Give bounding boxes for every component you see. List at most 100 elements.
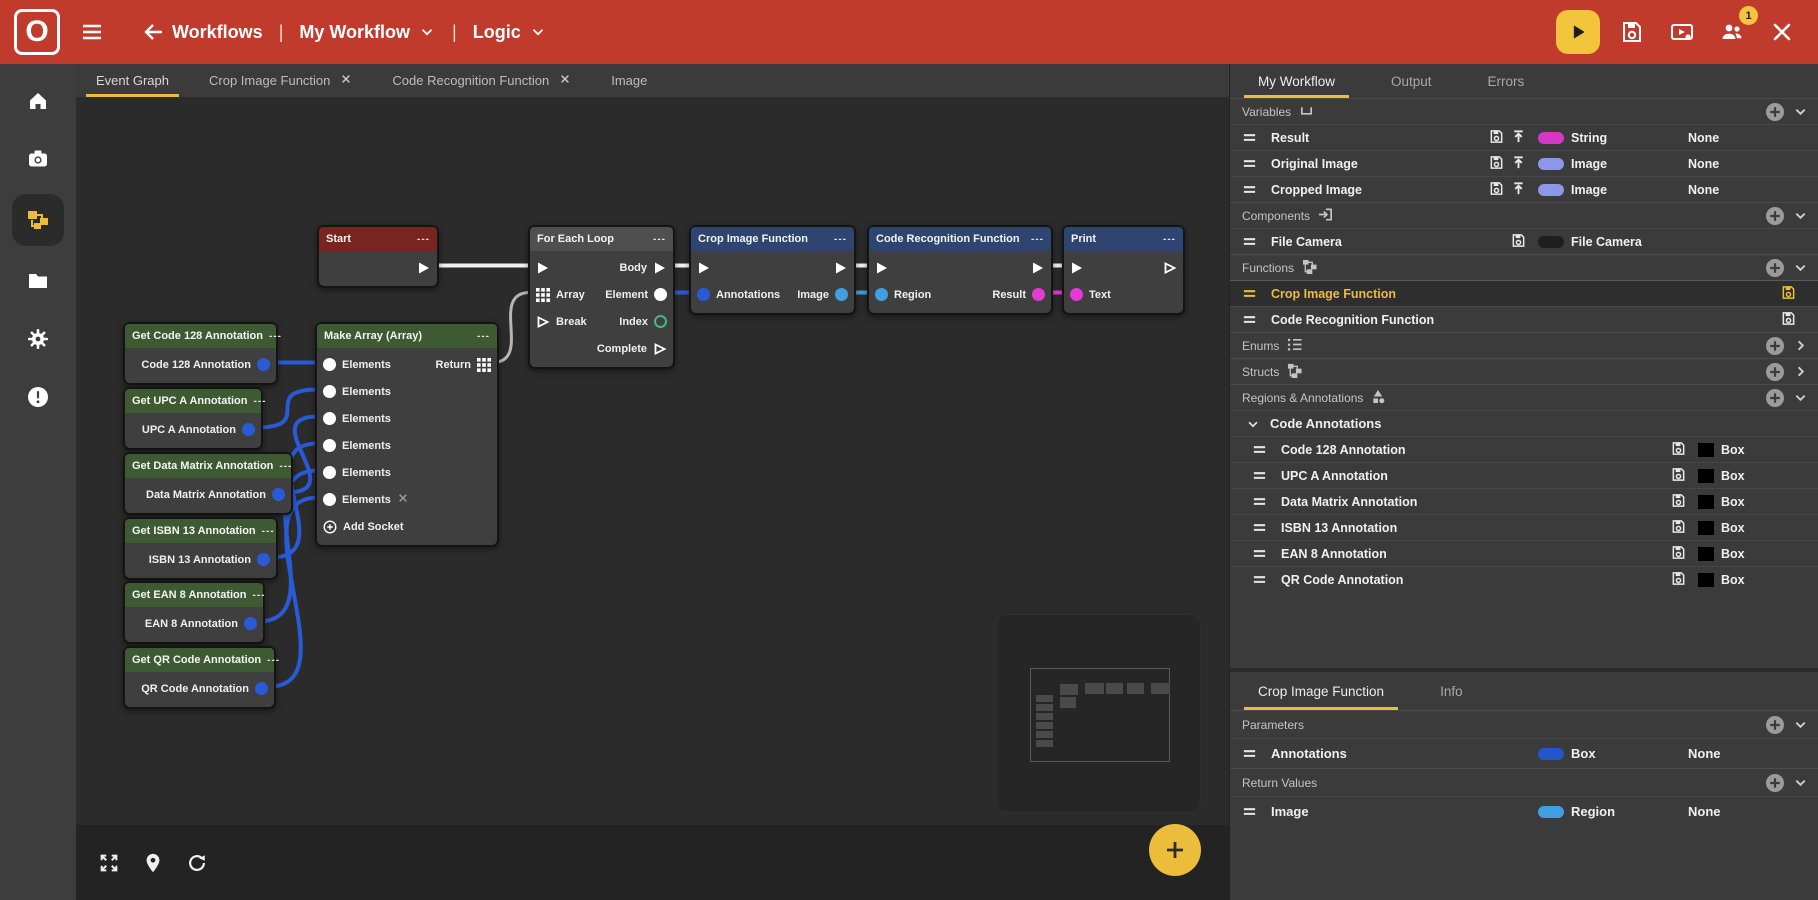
save-binding-icon[interactable] [1671, 493, 1686, 511]
group-row-code-annotations[interactable]: Code Annotations [1230, 410, 1818, 436]
collapse-toggle[interactable] [1793, 104, 1808, 119]
port-upc-a-annotation[interactable] [242, 423, 255, 436]
port-body[interactable] [653, 261, 667, 275]
node-menu-button[interactable]: --- [279, 460, 293, 472]
tree-row-cropped-image[interactable]: Cropped Image Image None [1230, 176, 1818, 202]
detail-row-image[interactable]: Image Region None [1230, 796, 1818, 826]
save-binding-icon[interactable] [1511, 233, 1526, 251]
port-return[interactable] [477, 357, 491, 372]
node-for-each-loop[interactable]: For Each Loop --- Body Array Element Break Ind… [528, 225, 675, 369]
drag-handle[interactable] [1252, 442, 1267, 457]
node-get-data-matrix-annotation[interactable]: Get Data Matrix Annotation --- Data Matrix… [123, 452, 293, 515]
port-code-128-annotation[interactable] [257, 358, 270, 371]
color-swatch[interactable] [1698, 442, 1714, 457]
sidebar-item-settings[interactable] [12, 316, 64, 362]
value-field[interactable]: None [1688, 156, 1720, 171]
drag-handle[interactable] [1252, 546, 1267, 561]
add-button[interactable] [1765, 336, 1785, 356]
node-menu-button[interactable]: --- [834, 233, 847, 245]
drag-handle[interactable] [1252, 468, 1267, 483]
save-workflow-button[interactable] [1614, 14, 1650, 50]
port-out-exec[interactable] [834, 261, 848, 275]
collapse-toggle[interactable] [1793, 390, 1808, 405]
tab-close-icon[interactable] [559, 73, 571, 88]
add-button[interactable] [1765, 362, 1785, 382]
port-elements[interactable] [323, 466, 336, 479]
drag-handle[interactable] [1242, 804, 1257, 819]
back-button[interactable] [136, 14, 172, 50]
port-out-exec[interactable] [417, 261, 431, 275]
port-ean-8-annotation[interactable] [244, 617, 257, 630]
save-binding-icon[interactable] [1671, 519, 1686, 537]
canvas-tab-event-graph[interactable]: Event Graph [76, 64, 189, 97]
minimap[interactable] [997, 615, 1200, 812]
node-menu-button[interactable]: --- [1031, 233, 1044, 245]
collapse-toggle[interactable] [1793, 775, 1808, 790]
tree-row-data-matrix-annotation[interactable]: Data Matrix Annotation Box [1230, 488, 1818, 514]
tree-row-upc-a-annotation[interactable]: UPC A Annotation Box [1230, 462, 1818, 488]
node-menu-button[interactable]: --- [269, 330, 282, 342]
port-image[interactable] [835, 288, 848, 301]
color-swatch[interactable] [1698, 468, 1714, 483]
value-field[interactable]: None [1688, 130, 1720, 145]
users-button[interactable] [1714, 14, 1750, 50]
port-elements[interactable] [323, 358, 336, 371]
sidebar-item-home[interactable] [12, 78, 64, 124]
tab-close-icon[interactable] [340, 73, 352, 88]
port-complete[interactable] [653, 342, 667, 356]
save-binding-icon[interactable] [1489, 129, 1504, 147]
add-button[interactable] [1765, 258, 1785, 278]
tree-row-result[interactable]: Result String None [1230, 124, 1818, 150]
detail-tab-crop-image-function[interactable]: Crop Image Function [1244, 672, 1399, 710]
node-start[interactable]: Start --- [317, 225, 439, 288]
port-array[interactable] [536, 287, 550, 302]
port-region[interactable] [875, 288, 888, 301]
add-node-button[interactable] [1149, 824, 1201, 876]
port-data-matrix-annotation[interactable] [272, 488, 285, 501]
save-binding-icon[interactable] [1671, 545, 1686, 563]
node-menu-button[interactable]: --- [267, 654, 281, 666]
save-binding-icon[interactable] [1671, 441, 1686, 459]
save-binding-icon[interactable] [1781, 285, 1796, 303]
tree-row-code-recognition-function[interactable]: Code Recognition Function [1230, 306, 1818, 332]
add-button[interactable] [1765, 102, 1785, 122]
port-qr-code-annotation[interactable] [255, 682, 268, 695]
node-get-code-128-annotation[interactable]: Get Code 128 Annotation --- Code 128 Annot… [123, 322, 281, 385]
save-binding-icon[interactable] [1781, 311, 1796, 329]
port-out-exec[interactable] [1163, 261, 1177, 275]
minimap-viewport[interactable] [1030, 668, 1170, 762]
drag-handle[interactable] [1242, 182, 1257, 197]
close-app-button[interactable] [1764, 14, 1800, 50]
detail-row-annotations[interactable]: Annotations Box None [1230, 738, 1818, 768]
node-get-ean-8-annotation[interactable]: Get EAN 8 Annotation --- EAN 8 Annotation [123, 581, 265, 644]
color-swatch[interactable] [1698, 494, 1714, 509]
drag-handle[interactable] [1242, 156, 1257, 171]
remove-socket-icon[interactable] [397, 492, 409, 507]
node-get-upc-a-annotation[interactable]: Get UPC A Annotation --- UPC A Annotation [123, 387, 266, 450]
color-swatch[interactable] [1698, 572, 1714, 587]
port-in-exec[interactable] [875, 261, 889, 275]
panel-tab-my-workflow[interactable]: My Workflow [1244, 64, 1350, 98]
drag-handle[interactable] [1242, 130, 1257, 145]
canvas-tab-crop-image-function[interactable]: Crop Image Function [189, 64, 372, 97]
node-menu-button[interactable]: --- [477, 330, 490, 342]
port-out-exec[interactable] [1031, 261, 1045, 275]
breadcrumb-workflows[interactable]: Workflows [172, 21, 263, 42]
panel-tab-output[interactable]: Output [1391, 73, 1432, 89]
tree-row-isbn-13-annotation[interactable]: ISBN 13 Annotation Box [1230, 514, 1818, 540]
value-field[interactable]: None [1688, 804, 1721, 819]
hamburger-menu-button[interactable] [74, 14, 110, 50]
port-elements[interactable] [323, 493, 336, 506]
tree-row-ean-8-annotation[interactable]: EAN 8 Annotation Box [1230, 540, 1818, 566]
port-break[interactable] [536, 315, 550, 329]
locate-button[interactable] [142, 852, 164, 874]
node-menu-button[interactable]: --- [253, 395, 267, 407]
run-workflow-button[interactable] [1556, 10, 1600, 54]
runtime-settings-button[interactable] [1664, 14, 1700, 50]
node-get-qr-code-annotation[interactable]: Get QR Code Annotation --- QR Code Annotat… [123, 646, 279, 709]
port-element[interactable] [654, 288, 667, 301]
node-canvas[interactable]: Start --- For Each Loop --- Body Array Element… [76, 98, 1229, 900]
tree-row-file-camera[interactable]: File Camera File Camera [1230, 228, 1818, 254]
drag-handle[interactable] [1242, 234, 1257, 249]
node-make-array[interactable]: Make Array (Array) --- Elements Return Eleme… [315, 322, 499, 547]
